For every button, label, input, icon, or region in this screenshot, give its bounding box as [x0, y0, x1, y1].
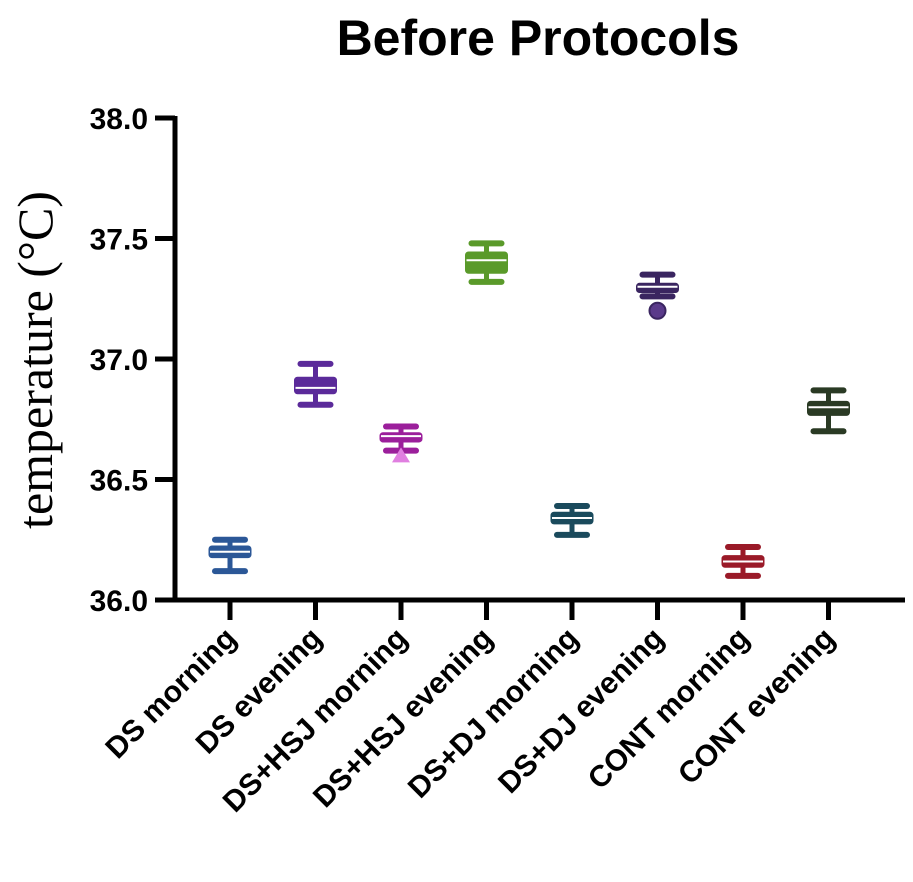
category-label: CONT evening	[672, 622, 841, 791]
box-group	[208, 536, 252, 575]
box	[379, 432, 423, 443]
box	[465, 251, 508, 274]
box-group	[550, 503, 594, 538]
y-tick-label: 37.0	[90, 344, 148, 377]
y-tick-label: 37.5	[90, 224, 148, 257]
box-group	[807, 387, 850, 435]
y-tick-label: 36.0	[90, 585, 148, 618]
outlier-point	[392, 447, 410, 463]
box-group	[636, 271, 679, 320]
y-tick-label: 36.5	[90, 465, 148, 498]
box-group	[379, 423, 423, 463]
box-group	[465, 240, 508, 285]
y-axis-label: temperature (°C)	[7, 191, 63, 529]
box	[636, 282, 679, 294]
box-group	[294, 360, 337, 408]
box	[807, 400, 850, 416]
outlier-point	[648, 301, 667, 320]
y-axis: 36.0 36.5 37.0 37.5 38.0	[90, 103, 178, 618]
box	[294, 376, 337, 395]
x-axis	[173, 597, 905, 620]
boxes	[208, 240, 850, 579]
chart-title: Before Protocols	[337, 10, 740, 66]
box-group	[721, 543, 765, 579]
y-tick-label: 38.0	[90, 103, 148, 136]
